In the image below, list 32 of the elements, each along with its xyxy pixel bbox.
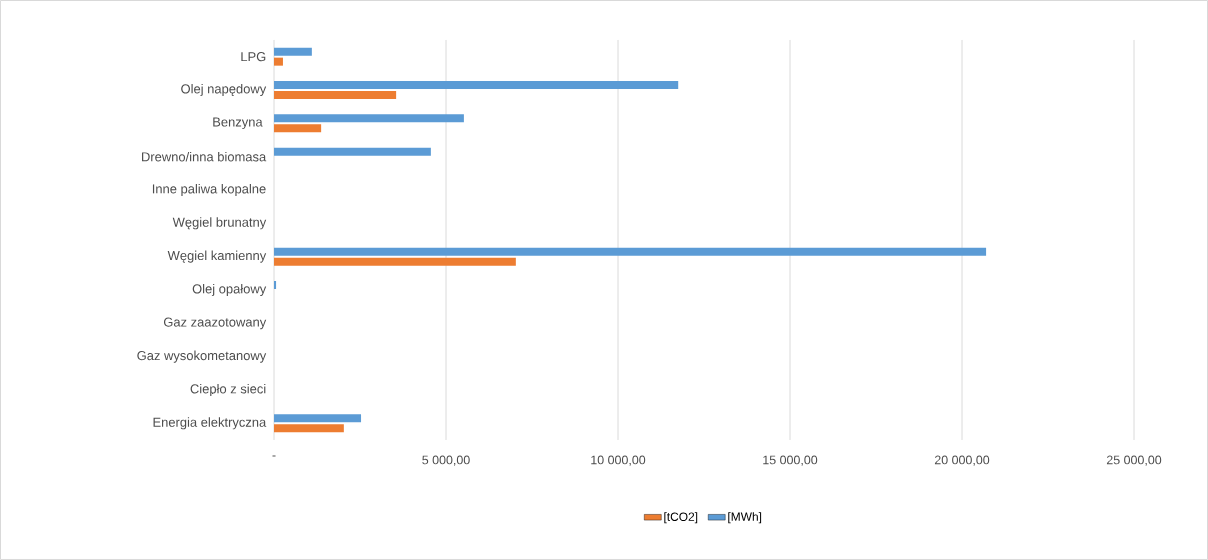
y-tick-label: Olej napędowy xyxy=(181,83,267,97)
y-tick-label: Olej opałowy xyxy=(192,283,267,297)
bar xyxy=(274,81,679,89)
bar xyxy=(274,414,362,423)
bar xyxy=(274,114,464,123)
bar xyxy=(274,124,322,133)
bar xyxy=(274,147,431,156)
legend-label: [tCO2] xyxy=(664,512,698,524)
bar xyxy=(274,57,283,66)
x-tick-label: 15 000,00 xyxy=(763,455,818,466)
x-tick-label: - xyxy=(272,455,276,457)
x-tick-label: 20 000,00 xyxy=(934,455,990,466)
x-tick-label: 5 000,00 xyxy=(422,455,470,466)
y-tick-label: LPG xyxy=(241,52,266,62)
y-tick-label: Węgiel kamienny xyxy=(167,250,267,263)
y-tick-label: Węgiel brunatny xyxy=(172,217,267,230)
bar xyxy=(274,247,987,256)
y-tick-label: Drewno/inna biomasa xyxy=(142,151,267,162)
y-tick-label: Benzyna xyxy=(213,117,263,130)
x-tick-label: 25 000,00 xyxy=(1106,455,1162,466)
bar xyxy=(274,47,312,56)
y-tick-label: Gaz wysokometanowy xyxy=(137,350,267,363)
bar xyxy=(274,90,397,99)
y-tick-label: Energia elektryczna xyxy=(153,417,267,430)
bar xyxy=(274,424,344,433)
y-tick-label: Ciepło z sieci xyxy=(190,383,266,397)
y-tick-label: Gaz zaazotowany xyxy=(163,317,267,330)
legend-label: [MWh] xyxy=(728,512,762,524)
x-tick-label: 10 000,00 xyxy=(591,455,646,466)
bar xyxy=(274,257,516,266)
bar xyxy=(274,280,277,289)
y-tick-label: Inne paliwa kopalne xyxy=(152,183,266,197)
